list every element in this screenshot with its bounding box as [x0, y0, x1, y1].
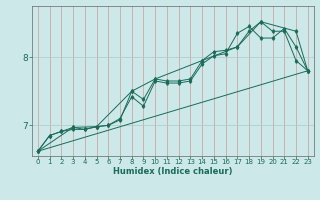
X-axis label: Humidex (Indice chaleur): Humidex (Indice chaleur) [113, 167, 233, 176]
